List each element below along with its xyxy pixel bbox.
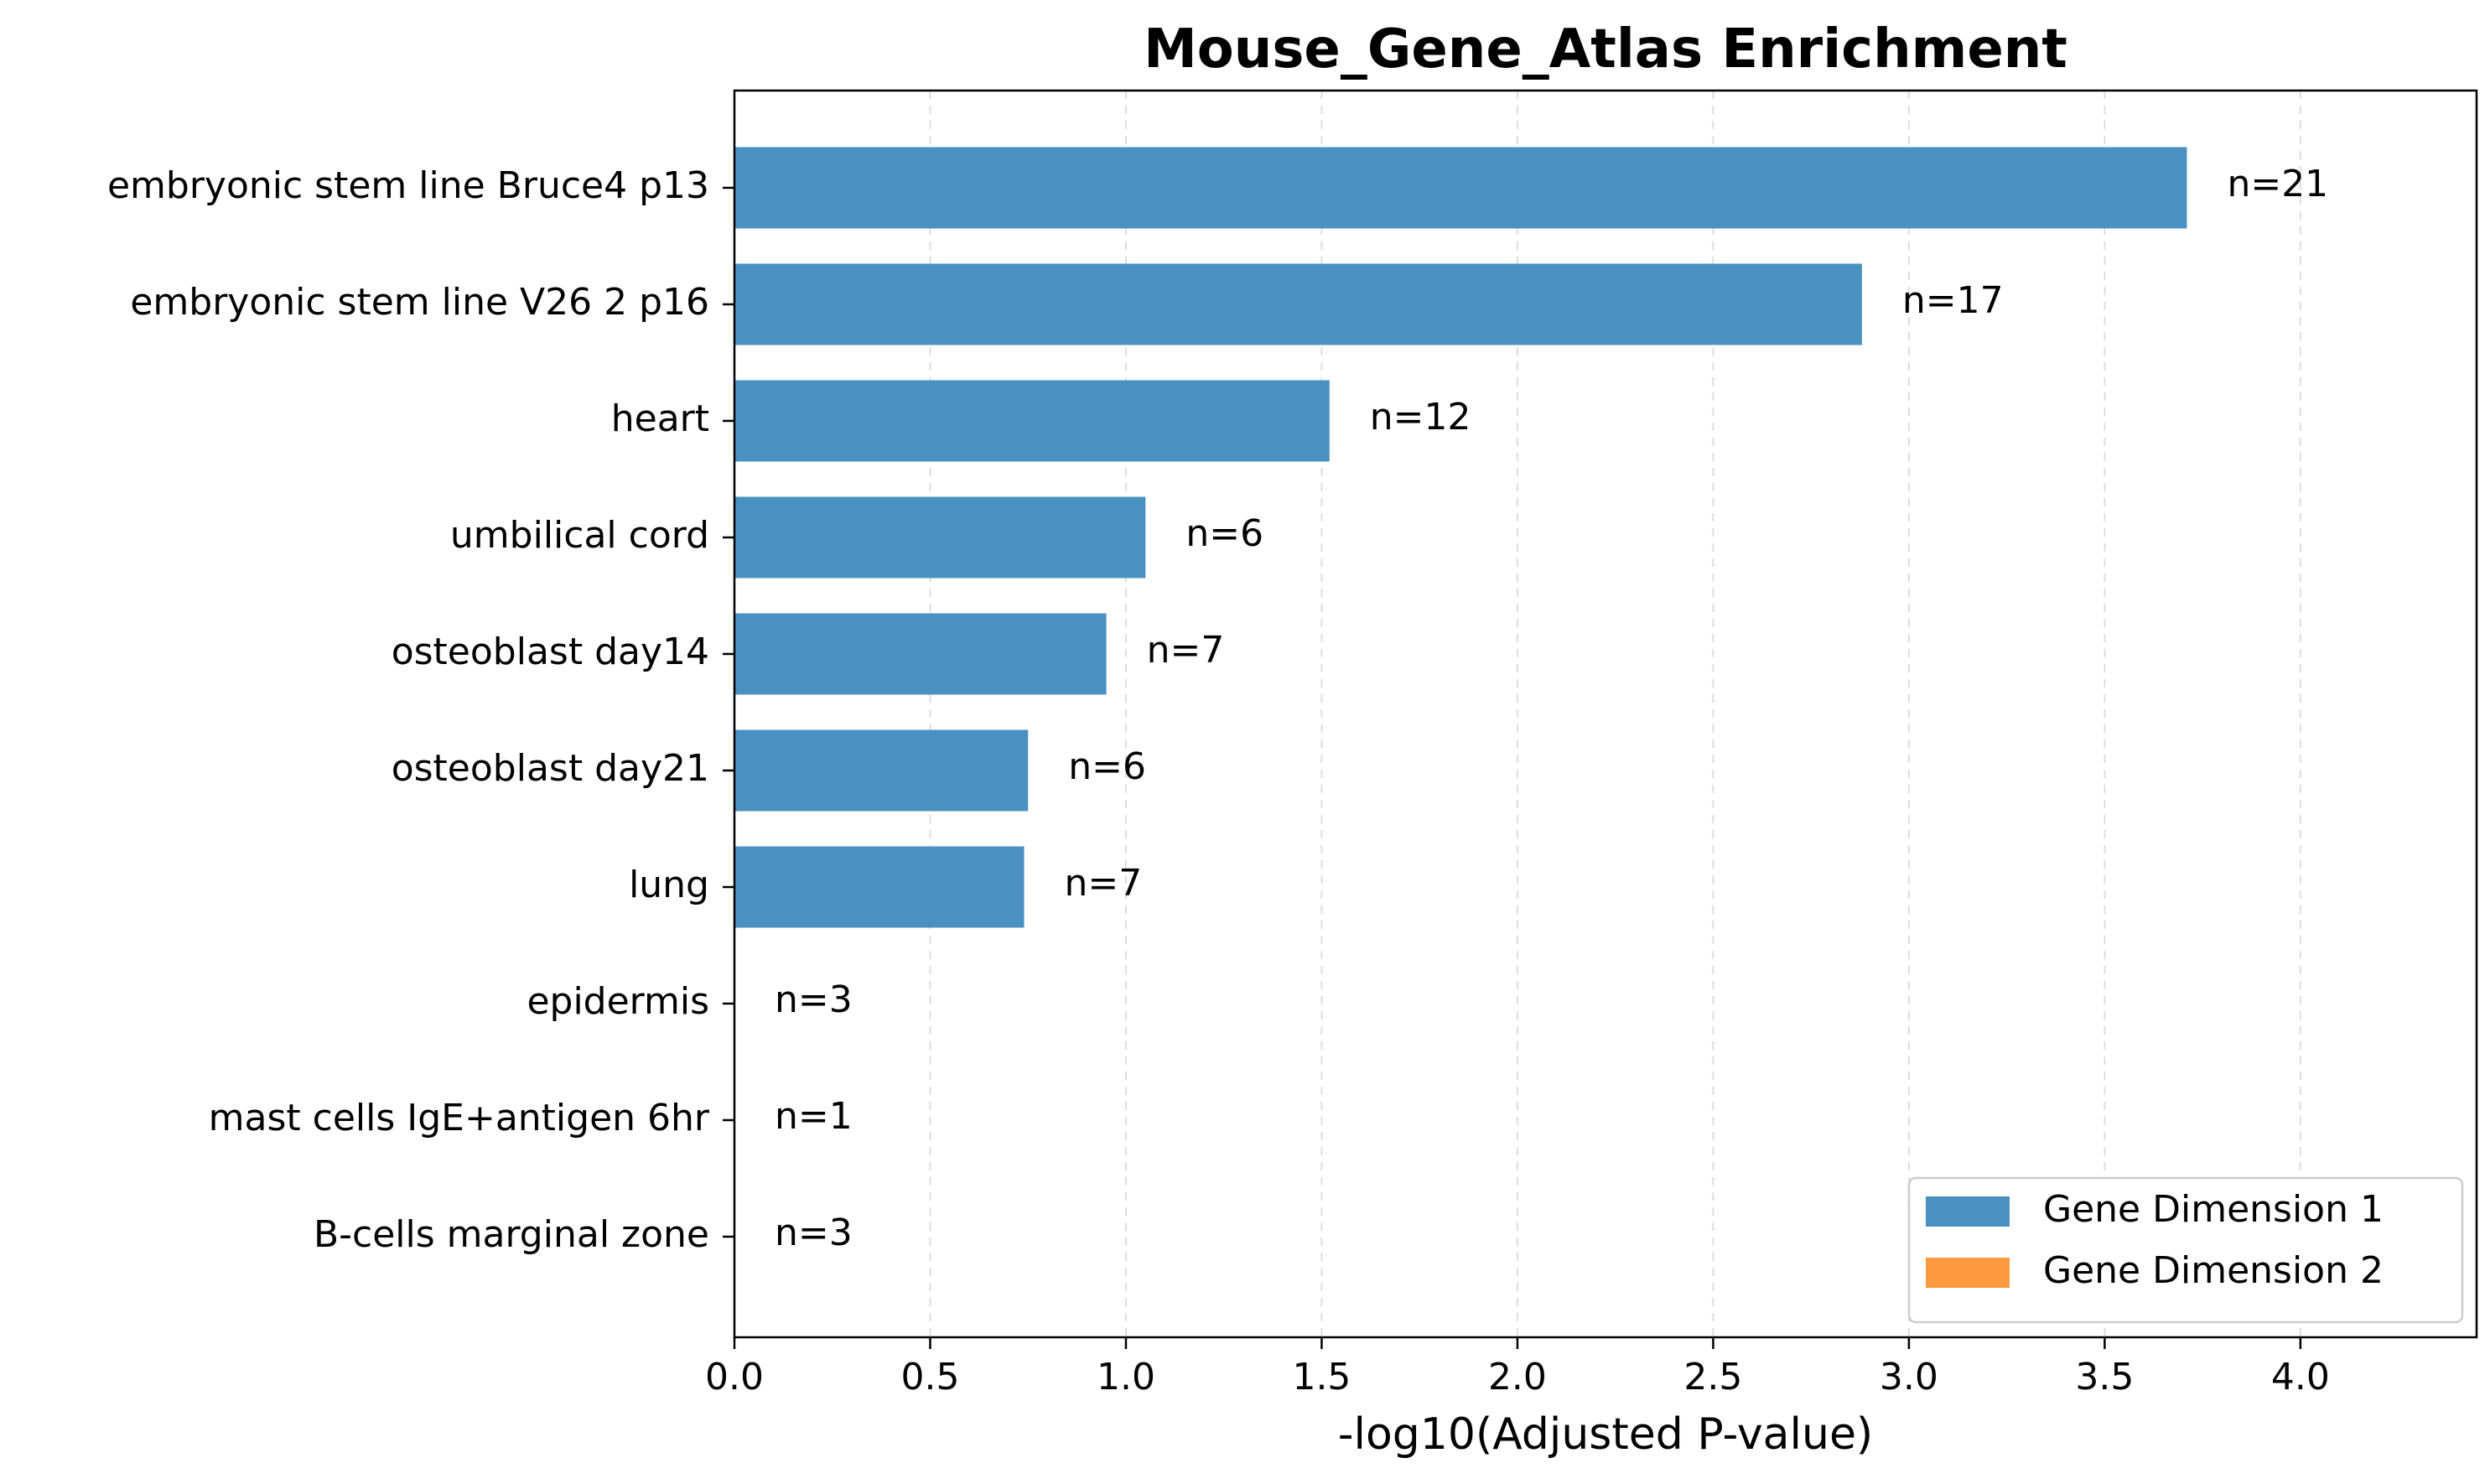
x-axis: 0.0 0.5 1.0 1.5 2.0 2.5 3.0 3.5 4.0: [705, 1337, 2330, 1398]
data-label: n=3: [775, 978, 853, 1021]
plot-frame: [733, 89, 2478, 1339]
x-tick-label: 1.0: [1097, 1356, 1155, 1398]
x-axis-label: -log10(Adjusted P-value): [1338, 1409, 1873, 1460]
data-label: n=21: [2227, 163, 2328, 205]
x-tick-label: 3.5: [2075, 1356, 2134, 1398]
category-label: osteoblast day14: [392, 630, 709, 673]
x-tick-label: 3.0: [1880, 1356, 1938, 1398]
category-label: umbilical cord: [450, 514, 709, 557]
bar: [734, 263, 1862, 345]
bar: [734, 380, 1330, 462]
legend-label: Gene Dimension 2: [2043, 1249, 2384, 1292]
data-label: n=7: [1065, 862, 1143, 905]
x-tick-label: 0.5: [900, 1356, 959, 1398]
category-label: mast cells IgE+antigen 6hr: [209, 1097, 710, 1139]
data-label: n=12: [1370, 396, 1471, 438]
bar: [734, 613, 1107, 695]
bar: [734, 846, 1025, 928]
grid-lines: [929, 91, 2301, 1337]
category-label: lung: [629, 864, 709, 906]
data-label: n=17: [1902, 279, 2004, 322]
data-label: n=6: [1068, 745, 1146, 788]
legend-label: Gene Dimension 1: [2043, 1188, 2384, 1231]
x-tick-label: 4.0: [2271, 1356, 2330, 1398]
legend: Gene Dimension 1 Gene Dimension 2: [1907, 1176, 2464, 1324]
data-label: n=1: [775, 1095, 853, 1138]
bar: [734, 147, 2187, 229]
x-tick-label: 0.0: [705, 1356, 764, 1398]
legend-swatch: [1926, 1258, 2010, 1288]
category-label: epidermis: [527, 980, 709, 1023]
chart-title: Mouse_Gene_Atlas Enrichment: [1144, 18, 2067, 80]
data-labels: n=21 n=17 n=12 n=6 n=7 n=6 n=7 n=3 n=1 n=3: [775, 163, 2328, 1254]
bar: [734, 729, 1029, 812]
category-label: embryonic stem line Bruce4 p13: [107, 164, 709, 207]
legend-box: [1907, 1176, 2464, 1324]
category-label: osteoblast day21: [392, 747, 709, 790]
data-label: n=7: [1147, 629, 1225, 672]
x-tick-label: 2.5: [1683, 1356, 1742, 1398]
category-label: heart: [611, 397, 709, 440]
bars: [734, 147, 2187, 928]
data-label: n=6: [1185, 512, 1263, 555]
x-tick-label: 2.0: [1488, 1356, 1547, 1398]
bar: [734, 496, 1146, 579]
x-tick-label: 1.5: [1292, 1356, 1351, 1398]
category-label: embryonic stem line V26 2 p16: [130, 281, 709, 324]
y-axis: embryonic stem line Bruce4 p13 embryonic …: [107, 164, 734, 1256]
legend-swatch: [1926, 1196, 2010, 1227]
data-label: n=3: [775, 1212, 853, 1254]
category-label: B-cells marginal zone: [314, 1213, 709, 1256]
